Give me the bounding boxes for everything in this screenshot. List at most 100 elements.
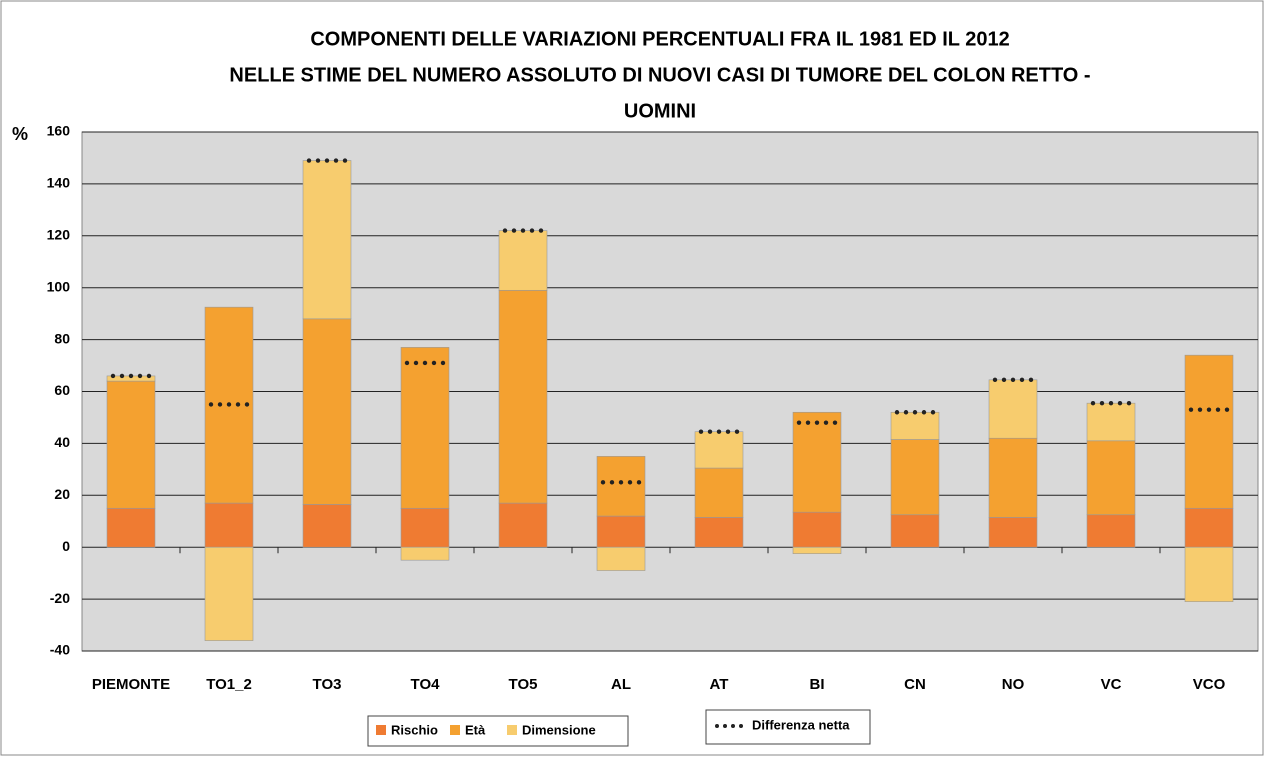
net-dot (119, 373, 125, 379)
legend-label: Dimensione (522, 722, 596, 737)
bar-segment (988, 379, 1038, 439)
bar-segment (596, 515, 646, 548)
net-dot (511, 228, 517, 233)
net-marker (1188, 407, 1230, 412)
y-tick-label: 40 (54, 434, 70, 450)
net-marker (894, 410, 936, 415)
net-dot (306, 158, 312, 163)
net-dot (520, 228, 526, 233)
y-axis-label: % (12, 124, 28, 144)
net-dot (502, 228, 508, 233)
net-dot (627, 480, 633, 485)
net-dot (992, 377, 998, 383)
bar-segment (204, 546, 254, 641)
net-dot (805, 420, 811, 425)
net-dot (422, 360, 428, 366)
bar-segment (1086, 514, 1136, 548)
net-dot (814, 420, 820, 425)
net-dot (1126, 400, 1132, 406)
net-dot (128, 373, 134, 379)
x-tick-label: AT (710, 676, 729, 693)
net-dot (1197, 407, 1203, 412)
y-tick-label: -40 (50, 642, 70, 658)
legend-label: Differenza netta (752, 717, 850, 732)
net-dot (796, 420, 802, 425)
y-tick-label: 140 (47, 175, 71, 191)
legend-label: Età (465, 722, 486, 737)
bar-segment (302, 318, 352, 505)
net-marker (306, 158, 348, 163)
net-dot (538, 228, 544, 233)
x-tick-label: VCO (1193, 676, 1226, 693)
net-dot (600, 480, 606, 485)
net-dot (324, 158, 330, 163)
bar-segment (890, 411, 940, 440)
bar-segment (988, 437, 1038, 518)
x-tick-label: BI (810, 676, 825, 693)
legend-swatch (376, 725, 386, 735)
net-dot (716, 429, 722, 434)
bar-segment (694, 467, 744, 518)
net-dot (1117, 400, 1123, 406)
x-tick-label: NO (1002, 676, 1025, 693)
net-dot (440, 360, 446, 366)
net-dot (698, 429, 704, 434)
y-tick-label: 120 (47, 227, 71, 243)
bar-segment (1184, 354, 1234, 509)
y-tick-label: 100 (47, 278, 71, 294)
legend-label: Rischio (391, 722, 438, 737)
net-dot (707, 429, 713, 434)
net-dot (734, 429, 740, 434)
bar-segment (1184, 507, 1234, 548)
y-tick-label: -20 (50, 590, 70, 606)
bar-segment (302, 160, 352, 320)
net-dot (1108, 400, 1114, 406)
net-dot (413, 360, 419, 366)
x-tick-label: CN (904, 676, 926, 693)
net-dot (315, 158, 321, 163)
bar-segment (694, 431, 744, 469)
net-dot (609, 480, 615, 485)
bar-segment (792, 411, 842, 513)
legend-swatch (450, 725, 460, 735)
x-tick-label: TO1_2 (206, 676, 252, 693)
bar-segment (596, 546, 646, 571)
net-dot (636, 480, 642, 485)
net-marker (1090, 400, 1132, 406)
bar-segment (400, 546, 450, 561)
y-tick-label: 0 (62, 538, 70, 554)
net-marker (992, 377, 1034, 383)
bar-segment (890, 439, 940, 516)
net-dot (146, 373, 152, 379)
x-tick-label: TO3 (313, 676, 342, 693)
bar-segment (1184, 546, 1234, 602)
chart-title: NELLE STIME DEL NUMERO ASSOLUTO DI NUOVI… (229, 64, 1090, 86)
legend-box (367, 715, 629, 747)
bar-segment (890, 514, 940, 548)
net-dot (1188, 407, 1194, 412)
net-marker (502, 228, 544, 233)
net-dot (342, 158, 348, 163)
net-dot (217, 402, 223, 407)
bar-segment (988, 517, 1038, 548)
net-marker (404, 360, 446, 366)
net-dot (226, 402, 232, 407)
y-tick-label: 160 (47, 123, 71, 139)
net-marker (110, 373, 152, 379)
net-dot (1019, 377, 1025, 383)
net-dot (903, 410, 909, 415)
y-tick-label: 80 (54, 330, 70, 346)
net-dot (1099, 400, 1105, 406)
x-tick-label: TO5 (509, 676, 538, 693)
bar-segment (204, 502, 254, 548)
bar-segment (498, 502, 548, 548)
net-dot (244, 402, 250, 407)
net-dot (110, 373, 116, 379)
net-marker (208, 402, 250, 407)
legend-swatch (507, 725, 517, 735)
net-dot (823, 420, 829, 425)
net-dot (1215, 407, 1221, 412)
bar-segment (400, 347, 450, 509)
